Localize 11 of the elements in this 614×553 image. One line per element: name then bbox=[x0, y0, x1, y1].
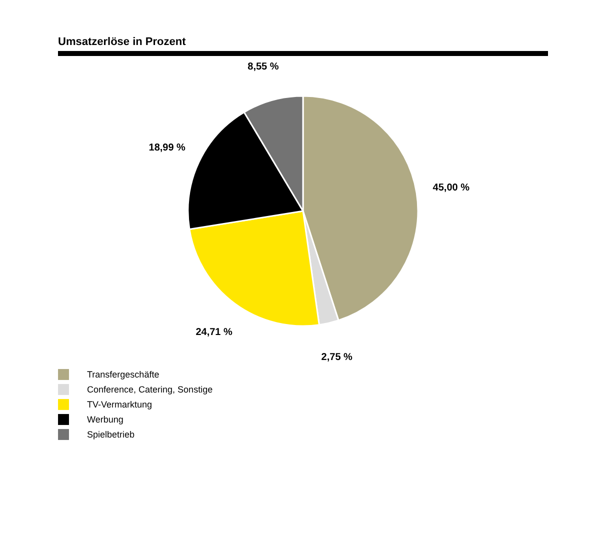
data-label: 8,55 % bbox=[248, 61, 279, 72]
legend-label: Werbung bbox=[87, 414, 124, 424]
legend-label: TV-Vermarktung bbox=[87, 400, 152, 410]
legend-label: Transfergeschäfte bbox=[87, 370, 160, 380]
legend-label: Conference, Catering, Sonstige bbox=[87, 384, 213, 394]
legend-label: Spielbetrieb bbox=[87, 430, 135, 440]
data-label: 18,99 % bbox=[148, 142, 186, 154]
chart-title: Umsatzerlöse in Prozent bbox=[58, 36, 187, 48]
data-label: 2,75 % bbox=[321, 352, 353, 364]
data-label: 24,71 % bbox=[196, 326, 232, 338]
data-label: 45,00 % bbox=[432, 182, 470, 194]
